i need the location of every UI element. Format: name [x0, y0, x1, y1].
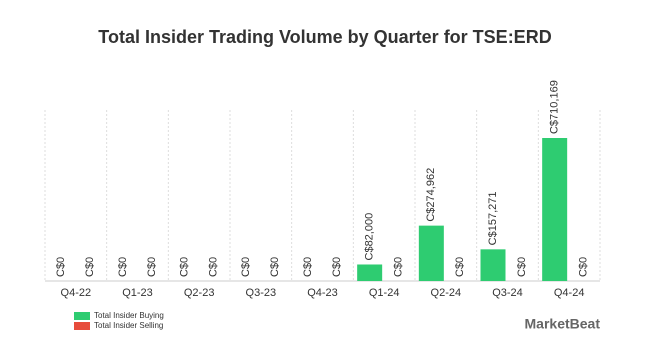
- value-label: C$0: [302, 257, 314, 277]
- legend-label: Total Insider Buying: [94, 311, 164, 320]
- x-tick-label: Q4-23: [307, 287, 338, 299]
- watermark: MarketBeat: [525, 316, 601, 332]
- bar: [542, 138, 568, 281]
- value-label: C$0: [516, 257, 528, 277]
- value-label: C$0: [84, 257, 96, 277]
- legend-swatch: [74, 312, 90, 320]
- legend-swatch: [74, 322, 90, 330]
- value-label: C$0: [55, 257, 67, 277]
- bar: [357, 264, 383, 281]
- value-label: C$274,962: [425, 168, 437, 222]
- value-label: C$82,000: [364, 213, 376, 261]
- x-tick-label: Q4-22: [61, 287, 92, 299]
- value-label: C$0: [117, 257, 129, 277]
- value-label: C$0: [269, 257, 281, 277]
- value-label: C$0: [578, 257, 590, 277]
- chart-title: Total Insider Trading Volume by Quarter …: [98, 27, 551, 47]
- value-label: C$0: [393, 257, 405, 277]
- value-label: C$0: [454, 257, 466, 277]
- value-label: C$0: [331, 257, 343, 277]
- x-tick-label: Q3-24: [492, 287, 523, 299]
- value-label: C$0: [146, 257, 158, 277]
- bar: [418, 225, 444, 281]
- x-tick-label: Q1-24: [369, 287, 400, 299]
- bar: [480, 249, 506, 281]
- x-tick-label: Q2-24: [431, 287, 462, 299]
- value-label: C$157,271: [487, 192, 499, 246]
- legend-label: Total Insider Selling: [94, 321, 163, 330]
- value-label: C$0: [240, 257, 252, 277]
- x-tick-label: Q2-23: [184, 287, 215, 299]
- value-label: C$0: [208, 257, 220, 277]
- x-tick-label: Q1-23: [122, 287, 153, 299]
- value-label: C$0: [179, 257, 191, 277]
- x-tick-label: Q3-23: [246, 287, 277, 299]
- x-tick-label: Q4-24: [554, 287, 585, 299]
- value-label: C$710,169: [549, 80, 561, 134]
